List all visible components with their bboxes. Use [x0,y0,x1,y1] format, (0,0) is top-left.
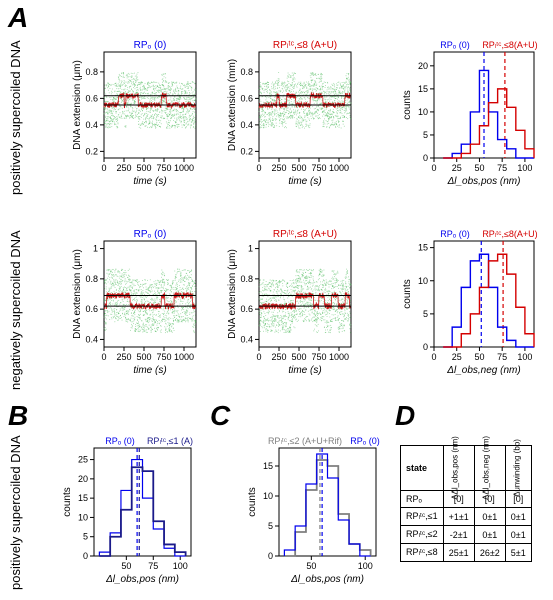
hist-C: 50100051015Δl_obs,pos (nm)countsRPₗᵗᶜ,≤2… [245,432,380,584]
svg-text:15: 15 [418,84,428,94]
svg-text:750: 750 [156,163,171,173]
svg-text:time (s): time (s) [133,176,166,186]
side-label-neg-dna: negatively supercoiled DNA [8,230,23,390]
svg-text:RPₒ (0): RPₒ (0) [440,40,469,50]
svg-text:500: 500 [291,352,306,362]
svg-text:time (s): time (s) [288,365,321,375]
svg-text:DNA extension (mm): DNA extension (mm) [227,59,238,151]
svg-text:RPₒ (0): RPₒ (0) [134,229,167,240]
svg-text:250: 250 [116,163,131,173]
panel-letter-A: A [8,2,28,34]
svg-text:0.6: 0.6 [85,93,98,103]
svg-text:0.8: 0.8 [85,274,98,284]
svg-text:0: 0 [101,163,106,173]
trace-neg-RPi: 0 250 500 7501000 0.4 0.6 0.8 1 time (s) DNA exte… [225,225,355,375]
svg-text:25: 25 [452,163,462,173]
svg-text:0.8: 0.8 [240,67,253,77]
svg-text:RPₗᵗᶜ,≤8 (A+U): RPₗᵗᶜ,≤8 (A+U) [273,229,337,240]
svg-text:1000: 1000 [329,163,349,173]
svg-text:DNA extension (μm): DNA extension (μm) [72,249,83,339]
svg-text:0: 0 [101,352,106,362]
svg-text:0: 0 [256,163,261,173]
svg-text:250: 250 [271,163,286,173]
hist-B: 50751000510152025Δl_obs,pos (nm)countsRP… [60,432,195,584]
svg-text:750: 750 [311,352,326,362]
svg-text:250: 250 [271,352,286,362]
svg-text:750: 750 [311,163,326,173]
svg-text:0.4: 0.4 [85,334,98,344]
svg-text:1000: 1000 [329,352,349,362]
hist-A-pos: 0 25 50 75 100 0 5 10 15 20 Δl_obs,pos (nm) counts R… [400,36,538,186]
svg-text:50: 50 [474,163,484,173]
svg-text:0: 0 [256,352,261,362]
svg-text:0: 0 [431,163,436,173]
svg-text:DNA extension (μm): DNA extension (μm) [72,60,83,150]
svg-text:0.2: 0.2 [85,146,98,156]
svg-text:500: 500 [136,163,151,173]
svg-text:RPₗᵗᶜ,≤8 (A+U): RPₗᵗᶜ,≤8 (A+U) [273,40,337,51]
svg-text:0.6: 0.6 [240,304,253,314]
svg-text:RPₒ (0): RPₒ (0) [134,40,167,51]
hist-A-neg: 0255075100051015Δl_obs,neg (nm)countsRPₒ… [400,225,538,375]
svg-text:250: 250 [116,352,131,362]
svg-text:DNA extension (μm): DNA extension (μm) [227,249,238,339]
svg-text:RPₗᵗᶜ,≤8(A+U): RPₗᵗᶜ,≤8(A+U) [482,40,537,50]
svg-text:1000: 1000 [174,352,194,362]
svg-text:0.6: 0.6 [240,93,253,103]
svg-text:0.6: 0.6 [85,304,98,314]
svg-text:0.4: 0.4 [85,120,98,130]
svg-text:1: 1 [248,244,253,254]
svg-text:5: 5 [423,130,428,140]
trace-pos-RPi: 0 250 500 7501000 0.2 0.4 0.6 0.8 time (s) DNA ex… [225,36,355,186]
side-label-pos-dna-2: positively supercoiled DNA [8,435,23,590]
svg-text:0.8: 0.8 [85,67,98,77]
panel-letter-B: B [8,400,28,432]
svg-text:Δl_obs,pos (nm): Δl_obs,pos (nm) [447,176,521,186]
svg-text:500: 500 [291,163,306,173]
trace-pos-RP0: 0 250 500 7501000 0.2 0.4 0.6 0.8 time (s) DNA ex… [70,36,200,186]
panel-letter-C: C [210,400,230,432]
trace-neg-RP0: 0 250 500 7501000 0.4 0.6 0.8 1 time (s) DNA exte… [70,225,200,375]
side-label-pos-dna-1: positively supercoiled DNA [8,40,23,195]
svg-text:0.4: 0.4 [240,120,253,130]
svg-text:time (s): time (s) [288,176,321,186]
panel-D-table: stateΔΔl_obs,pos (nm)ΔΔl_obs,neg (nm)Δun… [400,445,540,585]
svg-text:time (s): time (s) [133,365,166,375]
svg-text:counts: counts [402,90,413,119]
panel-letter-D: D [395,400,415,432]
summary-table: stateΔΔl_obs,pos (nm)ΔΔl_obs,neg (nm)Δun… [400,445,532,562]
svg-text:1000: 1000 [174,163,194,173]
svg-text:0.2: 0.2 [240,146,253,156]
svg-text:1: 1 [93,244,98,254]
svg-text:100: 100 [517,163,532,173]
svg-text:20: 20 [418,61,428,71]
svg-text:0.4: 0.4 [240,334,253,344]
svg-text:750: 750 [156,352,171,362]
svg-text:75: 75 [497,163,507,173]
svg-text:500: 500 [136,352,151,362]
svg-text:10: 10 [418,107,428,117]
svg-text:0.8: 0.8 [240,274,253,284]
svg-text:0: 0 [423,153,428,163]
